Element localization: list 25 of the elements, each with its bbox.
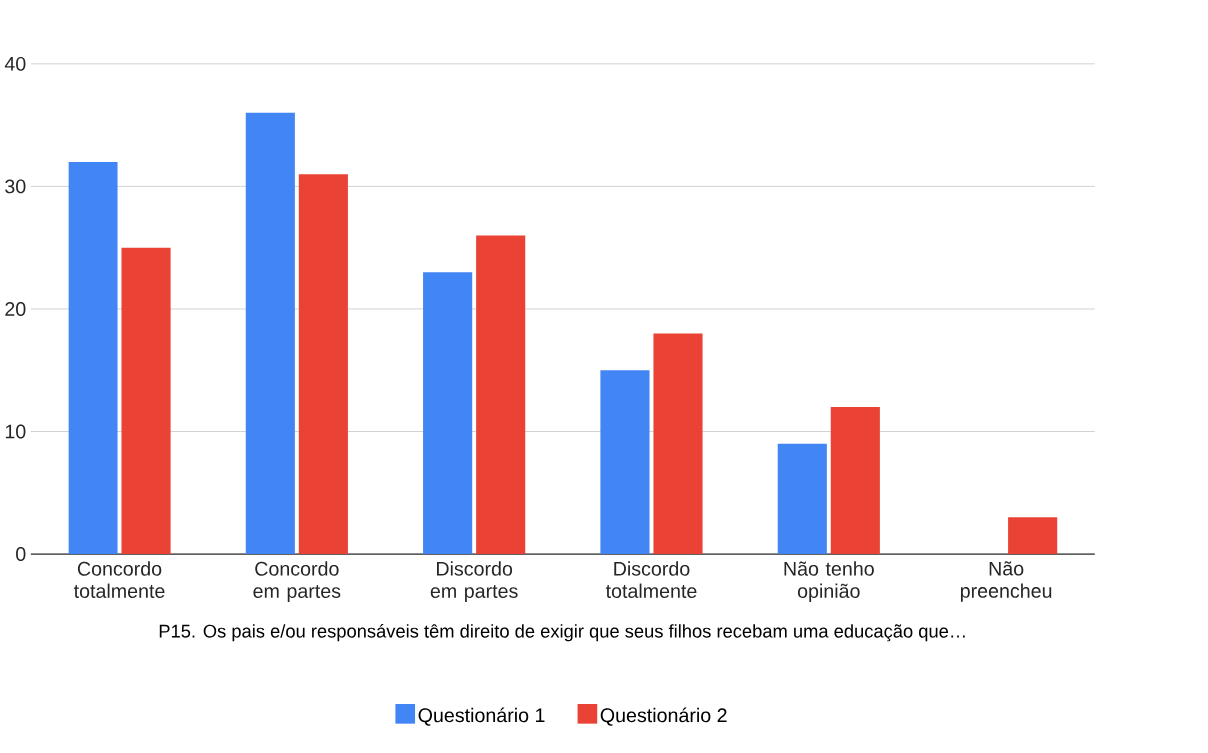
bar <box>245 113 295 555</box>
x-tick-label: Concordo totalmente <box>73 561 165 599</box>
x-tick-label: Concordo em partes <box>253 561 341 603</box>
x-axis-title: P15. Os pais e/ou responsáveis têm direito de exigir que seus filhos recebam uma educação que… <box>159 624 965 642</box>
x-tick-label: Discordo totalmente <box>605 561 697 599</box>
bar <box>476 235 526 555</box>
bar <box>830 407 880 555</box>
x-tick-label: Discordo em partes <box>430 561 518 603</box>
legend-label: Questionário 2 <box>600 707 727 727</box>
bar <box>653 333 703 555</box>
bar <box>121 247 171 555</box>
bar <box>1008 517 1058 555</box>
x-tick-label: Não preencheu <box>960 561 1052 602</box>
bar <box>423 272 473 555</box>
y-tick-label: 0 <box>16 547 26 562</box>
y-tick-label: 30 <box>5 179 26 194</box>
y-tick-label: 10 <box>5 424 26 439</box>
y-tick-label: 20 <box>5 302 26 317</box>
bar <box>600 370 650 555</box>
legend-label: Questionário 1 <box>418 707 545 727</box>
bar <box>298 174 348 555</box>
y-tick-label: 40 <box>4 57 26 72</box>
x-tick-label: Não tenho opinião <box>784 561 874 603</box>
bar <box>777 444 827 555</box>
bar <box>68 162 118 555</box>
